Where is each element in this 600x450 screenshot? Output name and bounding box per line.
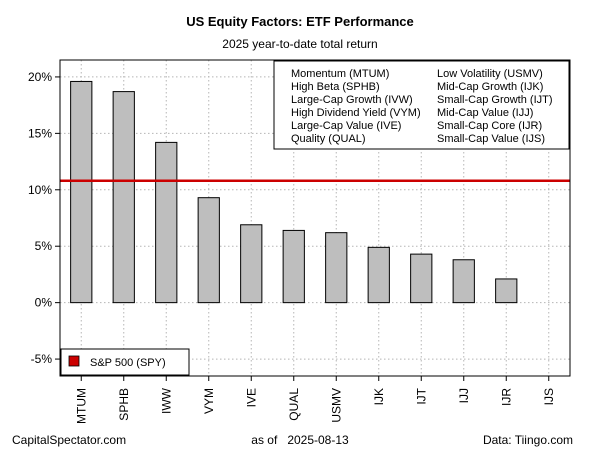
factor-legend-item: Mid-Cap Value (IJJ) (437, 107, 533, 119)
x-tick-label: IJR (499, 388, 513, 406)
bar-ive (240, 224, 263, 304)
y-tick-label: -5% (31, 352, 53, 366)
x-tick-label: IJJ (457, 388, 471, 403)
factor-legend-item: Small-Cap Value (IJS) (437, 133, 545, 145)
factor-legend-item: Quality (QUAL) (291, 133, 366, 145)
factor-legend-item: Momentum (MTUM) (291, 68, 389, 80)
bar-usmv (325, 232, 348, 304)
spy-legend-swatch (68, 355, 80, 367)
bar-sphb (112, 91, 135, 304)
y-tick-label: 20% (28, 70, 52, 84)
x-tick-label: MTUM (74, 388, 88, 424)
x-tick-label: QUAL (287, 388, 301, 421)
x-tick-label: VYM (202, 388, 216, 414)
plot-frame (59, 59, 571, 377)
x-tick-label: IJT (414, 387, 428, 404)
bar-vym (197, 197, 220, 304)
x-axis: MTUM SPHB IWW VYM IVE QUAL USMV IJK IJT IJJ IJR IJS (74, 376, 556, 424)
factor-legend-item: Small-Cap Core (IJR) (437, 120, 542, 132)
footer-source-right: Data: Tiingo.com (483, 433, 573, 447)
y-axis: -5% 0% 5% 10% 15% 20% (28, 70, 60, 366)
x-tick-label: IVE (244, 388, 258, 407)
factor-legend: Momentum (MTUM)High Beta (SPHB)Large-Cap… (273, 60, 570, 150)
x-tick-label: SPHB (117, 388, 131, 421)
factor-legend-box (273, 60, 570, 150)
factor-legend-item: High Beta (SPHB) (291, 81, 380, 93)
bar-iww (155, 141, 178, 304)
x-tick-label: USMV (329, 388, 343, 423)
spy-legend-label: S&P 500 (SPY) (90, 357, 166, 369)
factor-legend-item: Low Volatility (USMV) (437, 68, 543, 80)
bar-mtum (70, 80, 93, 304)
y-tick-label: 0% (35, 296, 53, 310)
bar-ijk (367, 246, 390, 304)
spy-legend: S&P 500 (SPY) (60, 348, 190, 376)
bar-qual (282, 229, 305, 304)
x-tick-label: IJS (542, 388, 556, 405)
factor-legend-item: High Dividend Yield (VYM) (291, 107, 421, 119)
y-tick-label: 10% (28, 183, 52, 197)
y-tick-label: 15% (28, 126, 52, 140)
footer-source-left: CapitalSpectator.com (12, 433, 126, 447)
factor-legend-item: Mid-Cap Growth (IJK) (437, 81, 543, 93)
bar-ijj (452, 259, 475, 304)
chart-subtitle: 2025 year-to-date total return (222, 37, 377, 51)
bar-ijt (410, 253, 433, 304)
footer-as-of: as of 2025-08-13 (251, 433, 349, 447)
x-tick-label: IWW (159, 387, 173, 414)
chart-title: US Equity Factors: ETF Performance (186, 14, 414, 29)
factor-legend-item: Large-Cap Value (IVE) (291, 120, 401, 132)
bar-ijr (495, 278, 518, 304)
x-tick-label: IJK (372, 388, 386, 405)
bars (70, 80, 518, 304)
spy-legend-box (60, 348, 190, 376)
y-tick-label: 5% (35, 239, 53, 253)
factor-legend-item: Large-Cap Growth (IVW) (291, 94, 413, 106)
factor-legend-item: Small-Cap Growth (IJT) (437, 94, 553, 106)
